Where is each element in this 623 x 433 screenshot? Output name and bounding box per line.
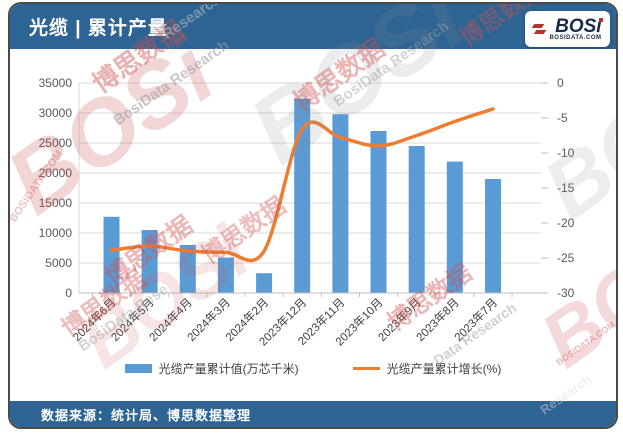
line-series-swatch-icon xyxy=(352,367,380,370)
left-axis-label: 20000 xyxy=(39,166,73,180)
header-bar: 光缆 | 累计产量 BOSi BOSIDATA.COM xyxy=(10,4,616,49)
bar-series-swatch-icon xyxy=(124,364,152,373)
footer-bar: 数据来源：统计局、博思数据整理 xyxy=(10,401,616,427)
left-axis-label: 35000 xyxy=(39,76,73,90)
bar-2023年7月 xyxy=(485,179,501,293)
legend-item-line: 光缆产量累计增长(%) xyxy=(352,360,502,377)
left-axis-label: 15000 xyxy=(39,196,73,210)
page-title: 光缆 | 累计产量 xyxy=(29,18,168,39)
bar-2023年9月 xyxy=(408,146,425,293)
right-axis-label: -5 xyxy=(557,111,568,125)
left-axis-label: 0 xyxy=(65,286,72,300)
logo-stripes-icon xyxy=(532,21,547,37)
bar-2023年12月 xyxy=(294,98,311,293)
legend-item-bars: 光缆产量累计值(万芯千米) xyxy=(124,360,299,377)
bar-2024年5月 xyxy=(141,230,158,293)
chart-area: 0 5000 10000 15000 20000 25000 30000 35000 0 -5 -1… xyxy=(10,49,616,401)
bar-2024年2月 xyxy=(256,273,273,293)
combo-chart: 0 5000 10000 15000 20000 25000 30000 35000 0 -5 -1… xyxy=(39,76,575,349)
legend-label-line: 光缆产量累计增长(%) xyxy=(386,362,502,376)
data-source: 数据来源：统计局、博思数据整理 xyxy=(41,407,252,423)
right-axis-label: 0 xyxy=(557,76,564,90)
bar-2023年10月 xyxy=(370,131,387,293)
legend-label-bars: 光缆产量累计值(万芯千米) xyxy=(158,362,299,376)
logo-i-dot-icon xyxy=(598,17,603,22)
bar-2024年4月 xyxy=(179,245,196,293)
right-axis-label: -15 xyxy=(557,181,575,195)
logo-domain: BOSIDATA.COM xyxy=(549,34,602,41)
bar-2023年8月 xyxy=(446,161,463,293)
right-axis-label: -10 xyxy=(557,146,575,160)
left-axis-label: 5000 xyxy=(45,256,72,270)
logo-wordmark: BOSi xyxy=(555,15,603,37)
right-axis-label: -25 xyxy=(557,251,575,265)
bar-2024年3月 xyxy=(217,257,234,293)
report-card: 光缆 | 累计产量 BOSi BOSIDATA.COM 0 5000 10000 15… xyxy=(8,2,618,429)
bosi-logo: BOSi BOSIDATA.COM xyxy=(525,11,610,47)
growth-line xyxy=(109,107,495,263)
left-axis-label: 10000 xyxy=(39,226,73,240)
right-axis-label: -30 xyxy=(557,286,575,300)
chart-legend: 光缆产量累计值(万芯千米) 光缆产量累计增长(%) xyxy=(10,360,616,377)
bar-2023年11月 xyxy=(332,114,349,293)
right-axis-label: -20 xyxy=(557,216,575,230)
left-axis-label: 25000 xyxy=(39,136,73,150)
left-axis-label: 30000 xyxy=(39,106,73,120)
bar-2024年6月 xyxy=(103,216,120,293)
